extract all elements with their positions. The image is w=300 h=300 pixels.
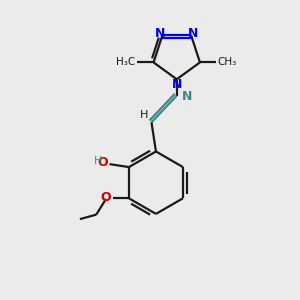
Text: O: O bbox=[98, 156, 108, 169]
Text: N: N bbox=[188, 27, 199, 40]
Text: N: N bbox=[172, 78, 182, 91]
Text: N: N bbox=[182, 90, 193, 103]
Text: O: O bbox=[100, 191, 111, 204]
Text: H: H bbox=[140, 110, 148, 120]
Text: N: N bbox=[155, 27, 165, 40]
Text: CH₃: CH₃ bbox=[218, 57, 237, 68]
Text: H₃C: H₃C bbox=[116, 57, 136, 68]
Text: H: H bbox=[94, 156, 103, 166]
